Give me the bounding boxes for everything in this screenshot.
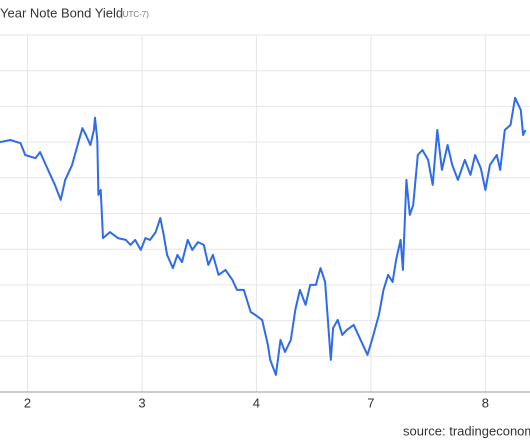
source-note: source: tradingeconom bbox=[403, 423, 530, 438]
x-tick-label: 7 bbox=[367, 395, 374, 410]
x-tick-label: 8 bbox=[482, 395, 489, 410]
chart-subtitle: (UTC-7) bbox=[120, 10, 149, 19]
x-tick-label: 2 bbox=[24, 395, 31, 410]
chart-title: Year Note Bond Yield bbox=[0, 5, 123, 20]
x-tick-label: 4 bbox=[253, 395, 260, 410]
data-line bbox=[0, 96, 527, 376]
x-tick-label: 3 bbox=[138, 395, 145, 410]
